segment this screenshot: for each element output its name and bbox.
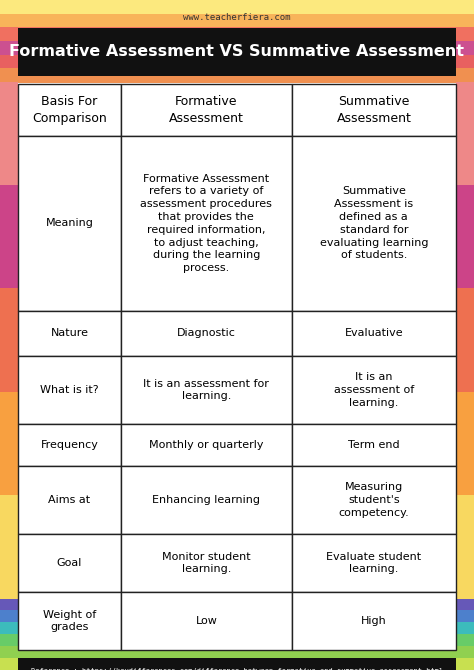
Text: Enhancing learning: Enhancing learning bbox=[152, 495, 260, 505]
Bar bbox=[18, 356, 121, 424]
Text: It is an
assessment of
learning.: It is an assessment of learning. bbox=[334, 373, 414, 408]
Bar bbox=[292, 84, 456, 136]
Bar bbox=[292, 424, 456, 466]
Text: High: High bbox=[361, 616, 387, 626]
Bar bbox=[0, 13, 474, 28]
Bar bbox=[18, 28, 456, 76]
Text: Low: Low bbox=[195, 616, 217, 626]
Bar bbox=[0, 598, 474, 611]
Bar bbox=[0, 658, 474, 670]
Text: Frequency: Frequency bbox=[41, 440, 99, 450]
Text: Formative Assessment
refers to a variety of
assessment procedures
that provides : Formative Assessment refers to a variety… bbox=[140, 174, 272, 273]
Bar bbox=[121, 424, 292, 466]
Bar bbox=[0, 82, 18, 186]
Text: Summative
Assessment is
defined as a
standard for
evaluating learning
of student: Summative Assessment is defined as a sta… bbox=[319, 186, 428, 261]
Bar bbox=[18, 534, 121, 592]
Text: Measuring
student's
competency.: Measuring student's competency. bbox=[338, 482, 409, 518]
Text: What is it?: What is it? bbox=[40, 385, 99, 395]
Bar bbox=[292, 136, 456, 311]
Text: Evaluate student
learning.: Evaluate student learning. bbox=[326, 551, 421, 574]
Bar bbox=[18, 592, 121, 650]
Bar bbox=[0, 41, 474, 56]
Bar bbox=[0, 185, 18, 289]
Text: Diagnostic: Diagnostic bbox=[177, 328, 236, 338]
Bar bbox=[456, 82, 474, 186]
Bar bbox=[0, 55, 474, 69]
Text: www.teacherfiera.com: www.teacherfiera.com bbox=[183, 13, 291, 23]
Bar bbox=[121, 84, 292, 136]
Text: Reference : https://keydifferences.com/difference-between-formative-and-summativ: Reference : https://keydifferences.com/d… bbox=[31, 668, 443, 670]
Text: Nature: Nature bbox=[50, 328, 89, 338]
Bar bbox=[292, 534, 456, 592]
Bar bbox=[0, 646, 474, 659]
Bar bbox=[121, 534, 292, 592]
Bar bbox=[18, 424, 121, 466]
Bar bbox=[292, 311, 456, 356]
Bar bbox=[18, 84, 456, 650]
Bar bbox=[0, 27, 474, 42]
Text: It is an assessment for
learning.: It is an assessment for learning. bbox=[144, 379, 269, 401]
Text: Evaluative: Evaluative bbox=[345, 328, 403, 338]
Bar bbox=[18, 136, 121, 311]
Bar bbox=[0, 610, 474, 623]
Text: Monitor student
learning.: Monitor student learning. bbox=[162, 551, 251, 574]
Text: Meaning: Meaning bbox=[46, 218, 93, 228]
Bar bbox=[0, 0, 474, 15]
Bar bbox=[18, 466, 121, 534]
Text: Basis For
Comparison: Basis For Comparison bbox=[32, 95, 107, 125]
Text: Monthly or quarterly: Monthly or quarterly bbox=[149, 440, 264, 450]
Bar bbox=[121, 466, 292, 534]
Bar bbox=[292, 356, 456, 424]
Bar bbox=[18, 311, 121, 356]
Bar bbox=[456, 185, 474, 289]
Text: Goal: Goal bbox=[57, 558, 82, 568]
Bar bbox=[292, 592, 456, 650]
Text: Formative
Assessment: Formative Assessment bbox=[169, 95, 244, 125]
Bar bbox=[18, 658, 456, 670]
Bar bbox=[0, 495, 18, 599]
Text: Weight of
grades: Weight of grades bbox=[43, 610, 96, 632]
Text: Aims at: Aims at bbox=[48, 495, 91, 505]
Bar bbox=[0, 622, 474, 635]
Bar bbox=[121, 311, 292, 356]
Bar bbox=[456, 391, 474, 496]
Bar bbox=[121, 136, 292, 311]
Text: Formative Assessment VS Summative Assessment: Formative Assessment VS Summative Assess… bbox=[9, 44, 465, 60]
Bar bbox=[121, 592, 292, 650]
Bar bbox=[0, 68, 474, 83]
Text: Summative
Assessment: Summative Assessment bbox=[337, 95, 411, 125]
Bar bbox=[0, 391, 18, 496]
Bar bbox=[121, 356, 292, 424]
Text: Term end: Term end bbox=[348, 440, 400, 450]
Bar bbox=[0, 288, 18, 393]
Bar bbox=[0, 634, 474, 647]
Bar bbox=[456, 288, 474, 393]
Bar bbox=[292, 466, 456, 534]
Bar bbox=[18, 84, 121, 136]
Bar bbox=[456, 495, 474, 599]
